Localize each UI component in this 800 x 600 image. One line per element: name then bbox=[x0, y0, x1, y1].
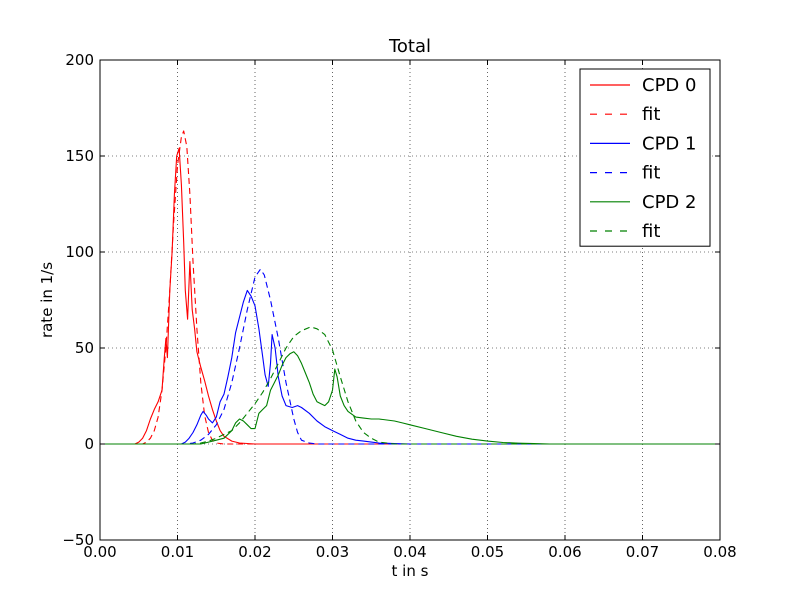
legend-entry-2: CPD 1 bbox=[642, 133, 696, 154]
x-tick-label: 0.07 bbox=[626, 543, 659, 561]
x-tick-label: 0.04 bbox=[393, 543, 426, 561]
x-tick-label: 0.08 bbox=[703, 543, 736, 561]
series-layer bbox=[100, 130, 720, 445]
x-tick-label: 0.01 bbox=[161, 543, 194, 561]
x-tick-label: 0.00 bbox=[83, 543, 116, 561]
x-axis-label: t in s bbox=[392, 562, 429, 580]
x-tick-label: 0.02 bbox=[238, 543, 271, 561]
y-tick-label: 0 bbox=[84, 435, 94, 453]
ticks: 0.00 0.01 0.02 0.03 0.04 0.05 0.06 0.07 0.08 −50 0… bbox=[62, 51, 736, 561]
series-line-2 bbox=[100, 289, 720, 445]
y-tick-label: −50 bbox=[62, 531, 94, 549]
legend-entry-0: CPD 0 bbox=[642, 75, 696, 96]
legend-box bbox=[579, 68, 711, 247]
x-tick-label: 0.05 bbox=[471, 543, 504, 561]
chart-title: Total bbox=[388, 36, 431, 57]
y-tick-label: 50 bbox=[75, 339, 94, 357]
x-tick-label: 0.03 bbox=[316, 543, 349, 561]
y-tick-label: 200 bbox=[65, 51, 94, 69]
legend-entry-4: CPD 2 bbox=[642, 192, 696, 213]
y-tick-label: 100 bbox=[65, 243, 94, 261]
y-tick-label: 150 bbox=[65, 147, 94, 165]
legend-entry-1: fit bbox=[642, 104, 660, 125]
legend-entry-3: fit bbox=[642, 163, 660, 184]
series-line-4 bbox=[100, 351, 720, 445]
series-line-3 bbox=[100, 268, 720, 445]
legend: CPD 0 fit CPD 1 fit CPD 2 fit bbox=[579, 68, 711, 247]
x-tick-label: 0.06 bbox=[548, 543, 581, 561]
y-axis-label: rate in 1/s bbox=[38, 262, 56, 338]
series-line-5 bbox=[100, 326, 720, 445]
legend-entry-5: fit bbox=[642, 221, 660, 242]
